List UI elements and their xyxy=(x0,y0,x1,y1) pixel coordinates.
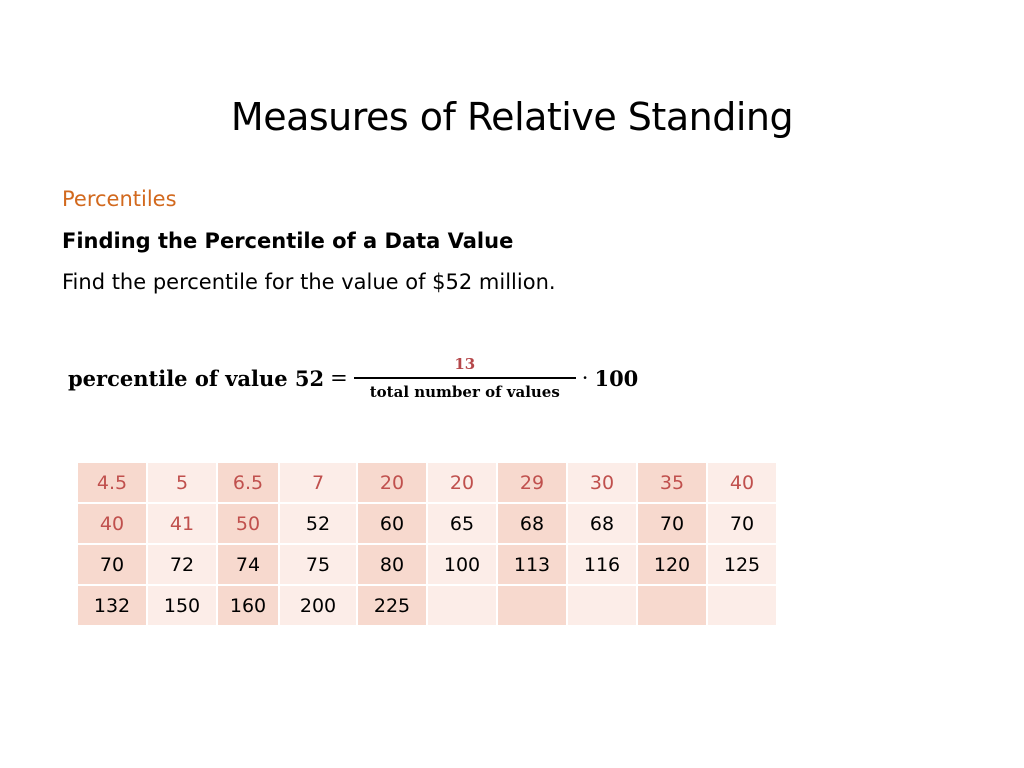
formula-denominator: total number of values xyxy=(369,382,560,401)
table-cell xyxy=(706,584,778,627)
table-cell: 5 xyxy=(146,461,218,504)
slide-title: Measures of Relative Standing xyxy=(230,95,794,140)
table-cell: 150 xyxy=(146,584,218,627)
table-cell: 40 xyxy=(706,461,778,504)
section-label: Percentiles xyxy=(62,187,177,211)
table-cell: 20 xyxy=(426,461,498,504)
percentile-formula: percentile of value 52 = 13 total number… xyxy=(68,348,638,408)
table-cell: 6.5 xyxy=(216,461,280,504)
table-cell: 52 xyxy=(278,502,358,545)
table-cell: 75 xyxy=(278,543,358,586)
fraction-bar xyxy=(353,377,576,379)
table-cell: 60 xyxy=(356,502,428,545)
table-cell: 132 xyxy=(76,584,148,627)
table-cell xyxy=(636,584,708,627)
formula-lhs: percentile of value 52 xyxy=(68,365,325,391)
data-table: 4.5 5 6.5 7 20 20 29 30 35 40 40 41 50 52 60 65 68 68 70 70… xyxy=(76,461,778,627)
table-cell: 30 xyxy=(566,461,638,504)
table-cell: 116 xyxy=(566,543,638,586)
table-cell: 40 xyxy=(76,502,148,545)
formula-multiplier: 100 xyxy=(594,365,639,391)
table-cell: 20 xyxy=(356,461,428,504)
table-cell xyxy=(566,584,638,627)
table-cell: 68 xyxy=(566,502,638,545)
table-cell: 74 xyxy=(216,543,280,586)
subheading: Finding the Percentile of a Data Value xyxy=(62,229,514,253)
formula-operator: · xyxy=(581,366,589,390)
table-cell: 72 xyxy=(146,543,218,586)
formula-numerator: 13 xyxy=(454,355,476,374)
table-cell: 80 xyxy=(356,543,428,586)
table-cell: 225 xyxy=(356,584,428,627)
table-row: 70 72 74 75 80 100 113 116 120 125 xyxy=(76,543,778,586)
table-cell: 68 xyxy=(496,502,568,545)
table-row: 132 150 160 200 225 xyxy=(76,584,778,627)
table-cell: 200 xyxy=(278,584,358,627)
table-cell: 160 xyxy=(216,584,280,627)
table-cell: 120 xyxy=(636,543,708,586)
table-cell: 4.5 xyxy=(76,461,148,504)
table-cell: 125 xyxy=(706,543,778,586)
table-cell: 65 xyxy=(426,502,498,545)
table-cell: 29 xyxy=(496,461,568,504)
formula-equals: = xyxy=(330,366,348,390)
table-cell: 41 xyxy=(146,502,218,545)
table-cell: 50 xyxy=(216,502,280,545)
table-cell: 70 xyxy=(706,502,778,545)
table-cell: 70 xyxy=(636,502,708,545)
table-cell: 100 xyxy=(426,543,498,586)
formula-fraction: 13 total number of values xyxy=(353,355,576,401)
table-cell: 113 xyxy=(496,543,568,586)
table-cell: 70 xyxy=(76,543,148,586)
table-cell: 35 xyxy=(636,461,708,504)
table-cell xyxy=(426,584,498,627)
table-row: 40 41 50 52 60 65 68 68 70 70 xyxy=(76,502,778,545)
table-cell: 7 xyxy=(278,461,358,504)
problem-prompt: Find the percentile for the value of $52… xyxy=(62,270,556,294)
table-row: 4.5 5 6.5 7 20 20 29 30 35 40 xyxy=(76,461,778,504)
table-cell xyxy=(496,584,568,627)
